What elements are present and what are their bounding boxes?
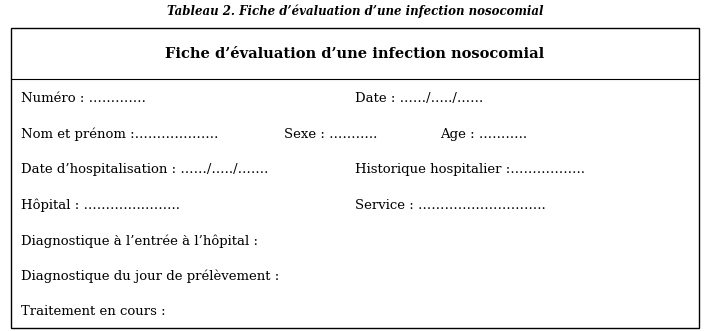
Text: Numéro : ………….: Numéro : …………. [21,92,146,106]
Text: Date : ……/…../……: Date : ……/…../…… [355,92,484,106]
Text: Nom et prénom :……………….: Nom et prénom :………………. [21,128,219,141]
Text: Sexe : ………..: Sexe : ……….. [284,128,378,141]
Text: Age : ………..: Age : ……….. [440,128,528,141]
Text: Fiche d’évaluation d’une infection nosocomial: Fiche d’évaluation d’une infection nosoc… [165,47,545,61]
Text: Service : ………………………..: Service : ……………………….. [355,199,546,212]
Text: Historique hospitalier :……………..: Historique hospitalier :…………….. [355,164,585,176]
Text: Tableau 2. Fiche d’évaluation d’une infection nosocomial: Tableau 2. Fiche d’évaluation d’une infe… [167,5,543,19]
Text: Traitement en cours :: Traitement en cours : [21,305,166,318]
Text: Diagnostique du jour de prélèvement :: Diagnostique du jour de prélèvement : [21,269,280,283]
Text: Hôpital : …………..……..: Hôpital : …………..…….. [21,199,180,212]
Text: Diagnostique à l’entrée à l’hôpital :: Diagnostique à l’entrée à l’hôpital : [21,234,258,248]
Text: Date d’hospitalisation : ……/…../…….: Date d’hospitalisation : ……/…../……. [21,164,268,176]
